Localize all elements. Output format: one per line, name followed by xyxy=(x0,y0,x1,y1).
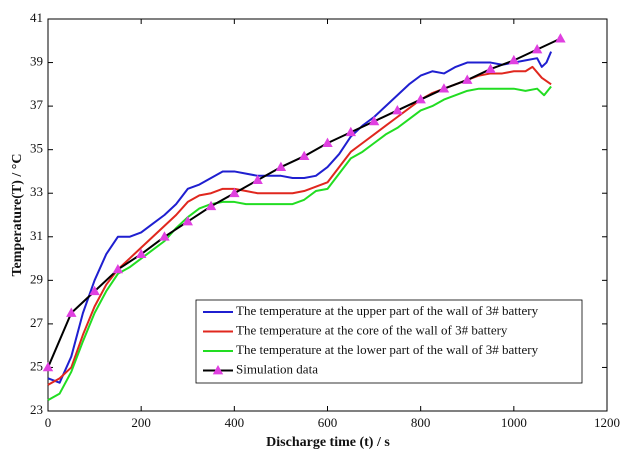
x-tick-label: 400 xyxy=(225,415,245,430)
legend-entry: Simulation data xyxy=(236,361,318,376)
marker xyxy=(252,174,263,185)
marker xyxy=(368,115,380,126)
marker xyxy=(438,83,450,93)
marker xyxy=(531,43,543,54)
marker xyxy=(205,200,217,211)
plot-frame xyxy=(47,18,608,412)
marker xyxy=(298,150,310,161)
x-tick-label: 1000 xyxy=(501,415,527,430)
marker xyxy=(322,137,333,147)
x-tick-label: 1200 xyxy=(594,415,620,430)
x-tick-label: 0 xyxy=(45,415,52,430)
x-tick-label: 200 xyxy=(131,415,151,430)
legend-entry: The temperature at the upper part of the… xyxy=(236,303,539,318)
legend-box xyxy=(195,299,583,384)
y-tick-label: 35 xyxy=(30,141,43,156)
marker xyxy=(485,63,496,73)
y-tick-label: 37 xyxy=(30,97,44,112)
marker xyxy=(275,161,287,171)
marker xyxy=(182,216,193,226)
y-tick-label: 31 xyxy=(30,228,43,243)
y-tick-label: 29 xyxy=(30,271,43,286)
y-tick-label: 33 xyxy=(30,184,43,199)
series-line xyxy=(47,51,553,384)
marker xyxy=(159,231,170,241)
marker xyxy=(112,263,124,274)
series-line xyxy=(47,85,552,401)
marker xyxy=(89,285,100,296)
marker xyxy=(229,187,240,198)
legend-marker xyxy=(212,365,224,375)
x-axis-label: Discharge time (t) / s xyxy=(266,435,390,450)
legend-entry: The temperature at the core of the wall … xyxy=(236,322,508,337)
marker xyxy=(462,74,473,84)
x-tick-label: 600 xyxy=(318,415,338,430)
y-tick-label: 39 xyxy=(30,54,43,69)
marker xyxy=(392,104,403,115)
y-tick-label: 23 xyxy=(30,402,43,417)
legend: The temperature at the upper part of the… xyxy=(195,299,583,384)
x-tick-label: 800 xyxy=(411,415,431,430)
y-axis-label: Temperature(T) / °C xyxy=(10,153,25,276)
marker xyxy=(66,307,77,317)
marker xyxy=(555,33,566,43)
marker xyxy=(415,94,426,104)
y-tick-label: 27 xyxy=(30,315,44,330)
marker xyxy=(42,361,54,372)
marker xyxy=(345,126,357,137)
legend-entry: The temperature at the lower part of the… xyxy=(236,342,539,357)
marker xyxy=(508,54,520,65)
y-tick-label: 41 xyxy=(30,10,43,25)
marker xyxy=(135,248,147,259)
y-tick-label: 25 xyxy=(30,358,43,373)
